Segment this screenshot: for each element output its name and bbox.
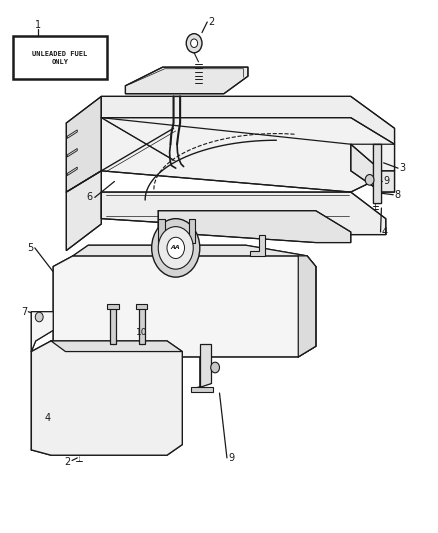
Circle shape — [190, 39, 197, 47]
Polygon shape — [51, 341, 182, 352]
Polygon shape — [136, 304, 147, 309]
Text: 5: 5 — [27, 243, 33, 253]
Text: 4: 4 — [381, 227, 387, 237]
FancyBboxPatch shape — [12, 36, 107, 79]
Circle shape — [210, 362, 219, 373]
Text: 8: 8 — [394, 190, 400, 200]
Polygon shape — [372, 144, 381, 203]
Text: UNLEADED FUEL
ONLY: UNLEADED FUEL ONLY — [32, 51, 87, 65]
Polygon shape — [66, 171, 101, 251]
Polygon shape — [193, 344, 210, 389]
Polygon shape — [101, 96, 394, 144]
Circle shape — [364, 174, 373, 185]
Text: 2: 2 — [64, 457, 71, 467]
Polygon shape — [190, 387, 213, 392]
Circle shape — [158, 227, 193, 269]
Polygon shape — [31, 341, 182, 455]
Polygon shape — [31, 312, 53, 352]
Polygon shape — [188, 219, 195, 243]
Polygon shape — [158, 219, 164, 243]
Text: 10: 10 — [136, 328, 148, 337]
Polygon shape — [53, 256, 315, 357]
Polygon shape — [101, 118, 394, 192]
Circle shape — [35, 312, 43, 322]
Polygon shape — [350, 144, 394, 192]
Text: 3: 3 — [398, 163, 404, 173]
Circle shape — [186, 34, 201, 53]
Text: 2: 2 — [208, 17, 214, 27]
Text: 9: 9 — [228, 453, 234, 463]
Polygon shape — [107, 304, 119, 309]
Polygon shape — [125, 67, 247, 94]
Circle shape — [151, 219, 199, 277]
Circle shape — [166, 237, 184, 259]
Text: AA: AA — [170, 245, 180, 251]
Polygon shape — [158, 211, 350, 243]
Polygon shape — [73, 245, 315, 266]
Text: 7: 7 — [21, 306, 27, 317]
Polygon shape — [66, 96, 101, 192]
Text: 1: 1 — [35, 20, 41, 30]
Polygon shape — [67, 167, 77, 175]
Polygon shape — [67, 149, 77, 157]
Text: 9: 9 — [383, 176, 389, 187]
Text: 4: 4 — [45, 413, 51, 423]
Text: 6: 6 — [86, 192, 92, 203]
Polygon shape — [250, 235, 265, 256]
Polygon shape — [138, 306, 145, 344]
Polygon shape — [101, 192, 385, 235]
Polygon shape — [110, 306, 116, 344]
Polygon shape — [297, 256, 315, 357]
Polygon shape — [67, 130, 77, 139]
